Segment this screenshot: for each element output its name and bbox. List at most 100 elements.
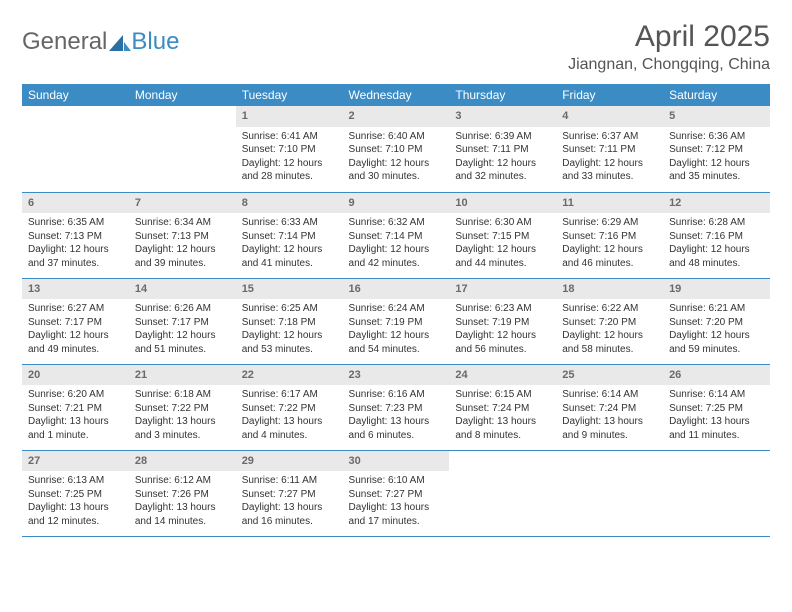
sunrise-text: Sunrise: 6:18 AM [135, 388, 230, 402]
calendar-day-cell: 20Sunrise: 6:20 AMSunset: 7:21 PMDayligh… [22, 364, 129, 450]
daylight-text: and 28 minutes. [242, 170, 337, 184]
day-number: 26 [663, 365, 770, 386]
calendar-day-cell: 9Sunrise: 6:32 AMSunset: 7:14 PMDaylight… [343, 192, 450, 278]
sunrise-text: Sunrise: 6:28 AM [669, 216, 764, 230]
daylight-text: Daylight: 13 hours [28, 415, 123, 429]
day-number: 20 [22, 365, 129, 386]
sunset-text: Sunset: 7:17 PM [135, 316, 230, 330]
sunrise-text: Sunrise: 6:24 AM [349, 302, 444, 316]
daylight-text: and 35 minutes. [669, 170, 764, 184]
calendar-day-cell: 19Sunrise: 6:21 AMSunset: 7:20 PMDayligh… [663, 278, 770, 364]
weekday-header: Friday [556, 84, 663, 106]
calendar-day-cell: 7Sunrise: 6:34 AMSunset: 7:13 PMDaylight… [129, 192, 236, 278]
calendar-day-cell: 10Sunrise: 6:30 AMSunset: 7:15 PMDayligh… [449, 192, 556, 278]
day-content: Sunrise: 6:36 AMSunset: 7:12 PMDaylight:… [663, 127, 770, 188]
day-number: 17 [449, 279, 556, 300]
title-block: April 2025 Jiangnan, Chongqing, China [568, 20, 770, 74]
sunset-text: Sunset: 7:25 PM [669, 402, 764, 416]
calendar-day-cell: 8Sunrise: 6:33 AMSunset: 7:14 PMDaylight… [236, 192, 343, 278]
daylight-text: Daylight: 13 hours [349, 501, 444, 515]
day-content: Sunrise: 6:37 AMSunset: 7:11 PMDaylight:… [556, 127, 663, 188]
day-content: Sunrise: 6:35 AMSunset: 7:13 PMDaylight:… [22, 213, 129, 274]
sunset-text: Sunset: 7:18 PM [242, 316, 337, 330]
daylight-text: and 32 minutes. [455, 170, 550, 184]
day-number: 8 [236, 193, 343, 214]
sunset-text: Sunset: 7:24 PM [455, 402, 550, 416]
sunset-text: Sunset: 7:24 PM [562, 402, 657, 416]
daylight-text: and 46 minutes. [562, 257, 657, 271]
sunrise-text: Sunrise: 6:34 AM [135, 216, 230, 230]
day-number: 15 [236, 279, 343, 300]
logo-sail-icon [109, 33, 131, 51]
calendar-day-cell: 23Sunrise: 6:16 AMSunset: 7:23 PMDayligh… [343, 364, 450, 450]
sunset-text: Sunset: 7:12 PM [669, 143, 764, 157]
daylight-text: Daylight: 12 hours [135, 243, 230, 257]
sunset-text: Sunset: 7:17 PM [28, 316, 123, 330]
daylight-text: Daylight: 12 hours [669, 243, 764, 257]
day-number: 28 [129, 451, 236, 472]
daylight-text: and 37 minutes. [28, 257, 123, 271]
sunset-text: Sunset: 7:20 PM [669, 316, 764, 330]
daylight-text: and 8 minutes. [455, 429, 550, 443]
day-content: Sunrise: 6:12 AMSunset: 7:26 PMDaylight:… [129, 471, 236, 532]
calendar-day-cell [449, 450, 556, 536]
sunrise-text: Sunrise: 6:27 AM [28, 302, 123, 316]
daylight-text: and 51 minutes. [135, 343, 230, 357]
sunset-text: Sunset: 7:26 PM [135, 488, 230, 502]
sunset-text: Sunset: 7:25 PM [28, 488, 123, 502]
sunset-text: Sunset: 7:19 PM [455, 316, 550, 330]
calendar-day-cell: 24Sunrise: 6:15 AMSunset: 7:24 PMDayligh… [449, 364, 556, 450]
calendar-week-row: 6Sunrise: 6:35 AMSunset: 7:13 PMDaylight… [22, 192, 770, 278]
day-number: 23 [343, 365, 450, 386]
daylight-text: Daylight: 12 hours [242, 329, 337, 343]
day-content: Sunrise: 6:20 AMSunset: 7:21 PMDaylight:… [22, 385, 129, 446]
sunset-text: Sunset: 7:11 PM [455, 143, 550, 157]
sunrise-text: Sunrise: 6:32 AM [349, 216, 444, 230]
header: General Blue April 2025 Jiangnan, Chongq… [22, 20, 770, 74]
calendar-week-row: 13Sunrise: 6:27 AMSunset: 7:17 PMDayligh… [22, 278, 770, 364]
day-number: 4 [556, 106, 663, 127]
logo-text-blue: Blue [131, 28, 179, 56]
sunset-text: Sunset: 7:16 PM [669, 230, 764, 244]
day-number: 21 [129, 365, 236, 386]
sunrise-text: Sunrise: 6:21 AM [669, 302, 764, 316]
sunrise-text: Sunrise: 6:25 AM [242, 302, 337, 316]
day-number: 5 [663, 106, 770, 127]
day-number: 24 [449, 365, 556, 386]
calendar-day-cell: 22Sunrise: 6:17 AMSunset: 7:22 PMDayligh… [236, 364, 343, 450]
sunrise-text: Sunrise: 6:39 AM [455, 130, 550, 144]
calendar-day-cell: 21Sunrise: 6:18 AMSunset: 7:22 PMDayligh… [129, 364, 236, 450]
calendar-day-cell: 3 Sunrise: 6:39 AMSunset: 7:11 PMDaylight… [449, 106, 556, 192]
calendar-day-cell: 1Sunrise: 6:41 AMSunset: 7:10 PMDaylight… [236, 106, 343, 192]
daylight-text: Daylight: 12 hours [455, 157, 550, 171]
day-content: Sunrise: 6:17 AMSunset: 7:22 PMDaylight:… [236, 385, 343, 446]
day-content: Sunrise: 6:22 AMSunset: 7:20 PMDaylight:… [556, 299, 663, 360]
day-content: Sunrise: 6:21 AMSunset: 7:20 PMDaylight:… [663, 299, 770, 360]
day-content: Sunrise: 6:24 AMSunset: 7:19 PMDaylight:… [343, 299, 450, 360]
calendar-day-cell: 15 Sunrise: 6:25 AMSunset: 7:18 PMDayligh… [236, 278, 343, 364]
sunset-text: Sunset: 7:11 PM [562, 143, 657, 157]
day-number: 9 [343, 193, 450, 214]
day-number: 2 [343, 106, 450, 127]
calendar-day-cell: 14Sunrise: 6:26 AMSunset: 7:17 PMDayligh… [129, 278, 236, 364]
daylight-text: Daylight: 12 hours [349, 157, 444, 171]
daylight-text: and 17 minutes. [349, 515, 444, 529]
day-number: 3 [449, 106, 556, 127]
daylight-text: Daylight: 13 hours [135, 415, 230, 429]
month-title: April 2025 [568, 20, 770, 54]
day-content: Sunrise: 6:26 AMSunset: 7:17 PMDaylight:… [129, 299, 236, 360]
location: Jiangnan, Chongqing, China [568, 56, 770, 74]
day-number: 12 [663, 193, 770, 214]
sunset-text: Sunset: 7:22 PM [242, 402, 337, 416]
daylight-text: Daylight: 12 hours [455, 329, 550, 343]
daylight-text: and 58 minutes. [562, 343, 657, 357]
daylight-text: and 49 minutes. [28, 343, 123, 357]
sunrise-text: Sunrise: 6:14 AM [562, 388, 657, 402]
day-number: 27 [22, 451, 129, 472]
daylight-text: Daylight: 12 hours [562, 243, 657, 257]
daylight-text: Daylight: 13 hours [242, 415, 337, 429]
daylight-text: and 11 minutes. [669, 429, 764, 443]
daylight-text: Daylight: 13 hours [242, 501, 337, 515]
daylight-text: and 59 minutes. [669, 343, 764, 357]
day-number: 6 [22, 193, 129, 214]
